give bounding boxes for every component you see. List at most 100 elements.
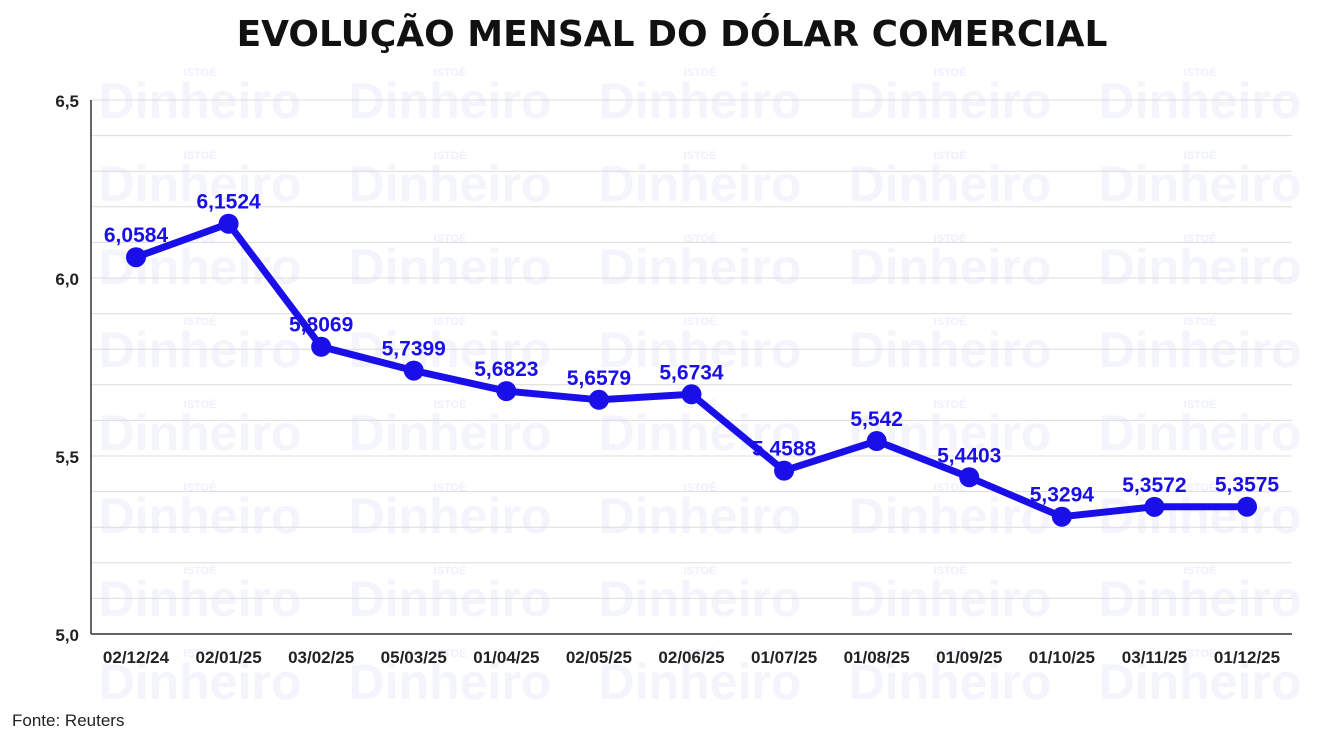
watermark-small-text: ISTOÉ [434,315,467,328]
watermark-small-text: ISTOÉ [434,149,467,162]
watermark-small-text: ISTOÉ [934,564,967,577]
watermark-text: Dinheiro [599,239,802,295]
data-label: 5,542 [850,408,903,431]
data-point [681,384,702,405]
data-point [218,213,239,234]
watermark-small-text: ISTOÉ [1184,564,1217,577]
watermark-layer: ISTOÉDinheiroISTOÉDinheiroISTOÉDinheiroI… [99,66,1302,710]
watermark-small-text: ISTOÉ [934,481,967,494]
watermark-text: Dinheiro [1099,73,1302,129]
x-tick-label: 05/03/25 [381,648,447,667]
watermark-text: Dinheiro [99,239,302,295]
watermark-small-text: ISTOÉ [934,398,967,411]
data-point [311,336,332,357]
watermark-text: Dinheiro [599,156,802,212]
y-tick-label: 5,0 [55,626,79,645]
watermark-small-text: ISTOÉ [684,481,717,494]
watermark-text: Dinheiro [349,488,552,544]
watermark-text: Dinheiro [599,322,802,378]
data-label: 5,6823 [474,358,538,381]
watermark-text: Dinheiro [599,654,802,710]
data-point [403,360,424,381]
watermark-text: Dinheiro [349,571,552,627]
data-label: 5,6579 [567,367,631,390]
x-tick-label: 01/12/25 [1214,648,1280,667]
watermark-small-text: ISTOÉ [434,66,467,79]
watermark-text: Dinheiro [849,156,1052,212]
data-label: 5,6734 [659,361,724,384]
watermark-small-text: ISTOÉ [684,647,717,660]
watermark-text: Dinheiro [849,654,1052,710]
data-point [959,467,980,488]
watermark-text: Dinheiro [1099,488,1302,544]
watermark-small-text: ISTOÉ [434,564,467,577]
watermark-small-text: ISTOÉ [1184,398,1217,411]
data-point [774,460,795,481]
watermark-small-text: ISTOÉ [934,66,967,79]
watermark-text: Dinheiro [849,571,1052,627]
data-label: 5,3575 [1215,474,1280,497]
watermark-small-text: ISTOÉ [934,149,967,162]
watermark-text: Dinheiro [1099,239,1302,295]
y-tick-label: 6,0 [55,270,79,289]
series-dolar [126,213,1257,527]
watermark-text: Dinheiro [599,405,802,461]
data-label: 5,3294 [1030,484,1095,507]
watermark-text: Dinheiro [849,73,1052,129]
watermark-small-text: ISTOÉ [934,647,967,660]
watermark-text: Dinheiro [349,654,552,710]
chart-title: EVOLUÇÃO MENSAL DO DÓLAR COMERCIAL [236,14,1108,55]
watermark-text: Dinheiro [849,239,1052,295]
watermark-small-text: ISTOÉ [684,315,717,328]
watermark-small-text: ISTOÉ [1184,315,1217,328]
watermark-small-text: ISTOÉ [684,149,717,162]
x-tick-label: 02/06/25 [658,648,724,667]
watermark-small-text: ISTOÉ [684,564,717,577]
watermark-text: Dinheiro [1099,322,1302,378]
watermark-text: Dinheiro [849,322,1052,378]
data-label: 5,8069 [289,314,353,337]
watermark-text: Dinheiro [99,73,302,129]
watermark-text: Dinheiro [349,322,552,378]
data-point [1237,496,1257,517]
data-point [588,389,609,410]
watermark-text: Dinheiro [99,156,302,212]
x-tick-label: 01/04/25 [473,648,539,667]
watermark-small-text: ISTOÉ [1184,481,1217,494]
x-tick-label: 01/09/25 [936,648,1002,667]
watermark-text: Dinheiro [349,239,552,295]
data-labels: 6,0584 6,1524 5,8069 5,7399 5,6823 5,6579 5,67… [104,191,1280,507]
watermark-text: Dinheiro [1099,654,1302,710]
watermark-text: Dinheiro [349,73,552,129]
y-tick-labels: 5,0 5,5 6,0 6,5 [55,92,79,645]
data-label: 6,1524 [196,191,261,214]
x-tick-label: 02/12/24 [103,648,170,667]
watermark-text: Dinheiro [1099,156,1302,212]
x-tick-label: 01/07/25 [751,648,817,667]
watermark-small-text: ISTOÉ [434,647,467,660]
data-label: 6,0584 [104,224,169,247]
source-note: Fonte: Reuters [12,711,125,730]
x-tick-label: 01/08/25 [844,648,910,667]
x-tick-label: 02/05/25 [566,648,632,667]
watermark-text: Dinheiro [1099,405,1302,461]
watermark-small-text: ISTOÉ [434,398,467,411]
watermark-text: Dinheiro [99,654,302,710]
watermark-small-text: ISTOÉ [184,66,217,79]
watermark-small-text: ISTOÉ [684,232,717,245]
x-tick-labels: 02/12/24 02/01/25 03/02/25 05/03/25 01/04/25… [103,648,1280,667]
data-point [866,431,887,452]
watermark-small-text: ISTOÉ [184,647,217,660]
watermark-small-text: ISTOÉ [184,564,217,577]
data-label: 5,4588 [752,438,817,461]
watermark-small-text: ISTOÉ [934,232,967,245]
data-point [496,381,517,402]
watermark-small-text: ISTOÉ [1184,149,1217,162]
data-point [126,247,146,268]
watermark-small-text: ISTOÉ [184,149,217,162]
watermark-text: Dinheiro [599,73,802,129]
watermark-text: Dinheiro [99,571,302,627]
watermark-text: Dinheiro [599,488,802,544]
data-label: 5,7399 [382,338,446,361]
